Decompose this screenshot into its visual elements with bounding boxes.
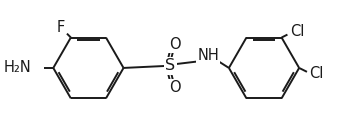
- Text: F: F: [57, 20, 65, 35]
- Text: Cl: Cl: [290, 24, 304, 39]
- Text: O: O: [169, 37, 181, 52]
- Text: Cl: Cl: [309, 66, 324, 81]
- Text: H₂N: H₂N: [4, 60, 32, 75]
- Text: O: O: [169, 80, 181, 95]
- Text: NH: NH: [198, 48, 219, 63]
- Text: S: S: [165, 58, 175, 73]
